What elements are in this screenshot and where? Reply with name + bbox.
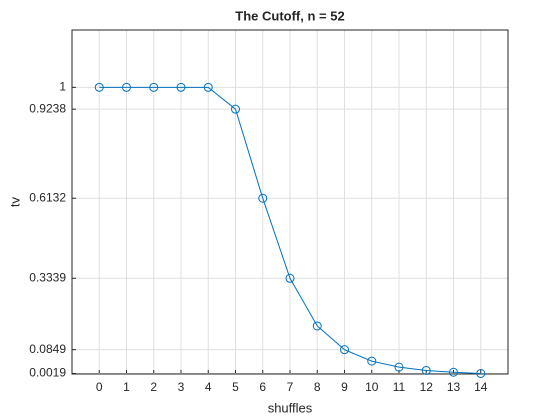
data-point — [367, 356, 377, 366]
x-tick-label: 4 — [205, 380, 212, 394]
x-tick-label: 11 — [393, 380, 406, 394]
y-tick-label: 0.9238 — [29, 101, 66, 115]
x-tick-label: 2 — [150, 380, 157, 394]
x-tick-label: 3 — [178, 380, 185, 394]
x-tick-label: 1 — [123, 380, 130, 394]
x-tick-label: 6 — [259, 380, 266, 394]
y-axis-label: tv — [7, 196, 22, 207]
axes-box — [71, 29, 509, 375]
x-tick-label: 7 — [287, 380, 294, 394]
x-tick-label: 14 — [474, 380, 488, 394]
y-tick-label: 0.6132 — [29, 190, 66, 204]
x-axis-label: shuffles — [268, 400, 313, 415]
x-tick-label: 8 — [314, 380, 321, 394]
data-point — [176, 82, 186, 92]
data-point — [312, 321, 322, 331]
data-point — [476, 368, 486, 378]
x-tick-label: 5 — [232, 380, 239, 394]
y-tick-label: 0.3339 — [29, 270, 66, 284]
chart-title: The Cutoff, n = 52 — [235, 8, 344, 23]
data-point — [203, 82, 213, 92]
y-tick-label: 1 — [59, 80, 66, 94]
data-point — [258, 193, 268, 203]
data-point — [149, 82, 159, 92]
data-point — [340, 345, 349, 355]
data-point — [231, 104, 240, 114]
y-tick-label: 0.0849 — [29, 342, 66, 356]
data-point — [285, 273, 295, 283]
data-point — [449, 367, 458, 377]
x-tick-label: 0 — [96, 380, 103, 394]
x-tick-label: 9 — [341, 380, 348, 394]
data-point — [122, 82, 131, 92]
y-tick-label: 0.0019 — [29, 366, 66, 380]
data-line — [99, 86, 481, 374]
data-point — [394, 362, 404, 372]
data-point — [94, 82, 104, 92]
x-tick-label: 10 — [365, 380, 379, 394]
data-point — [421, 365, 431, 375]
x-tick-label: 13 — [447, 380, 461, 394]
x-tick-label: 12 — [420, 380, 434, 394]
